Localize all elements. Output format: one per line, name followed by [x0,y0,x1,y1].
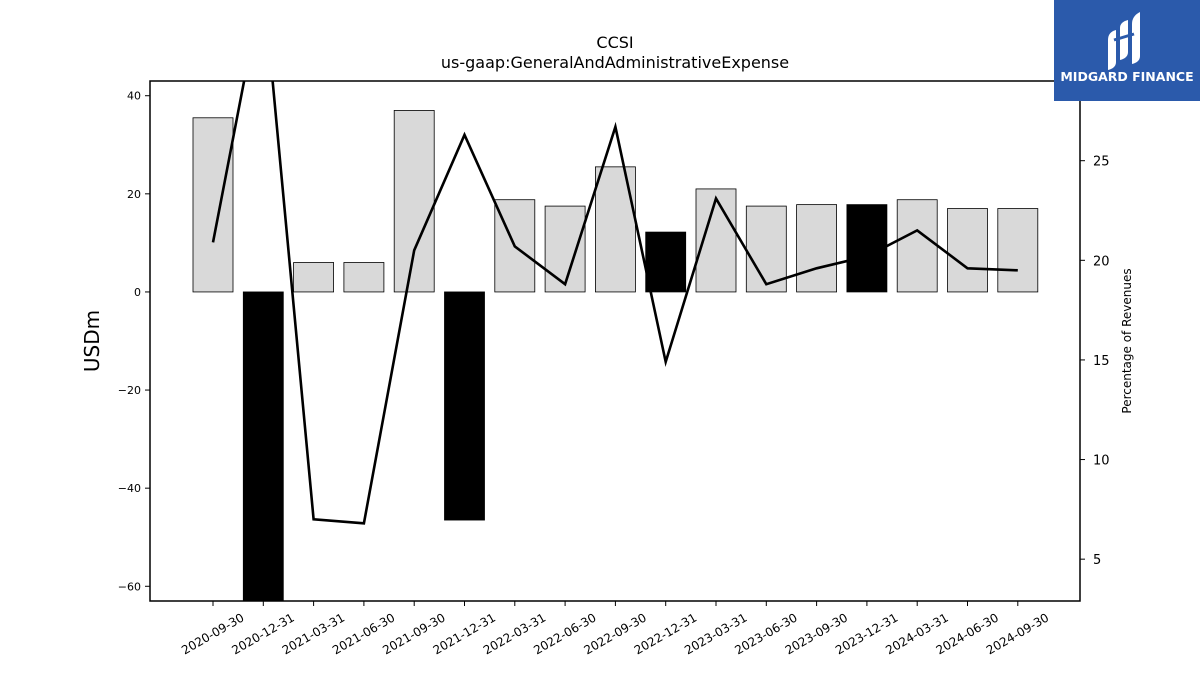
bar-2021-09-30 [393,110,435,293]
logo-text: MIDGARD FINANCE [1060,69,1193,84]
bar-2021-12-31 [444,291,485,521]
percentage-line [211,81,1018,525]
left-tick-label: 20 [127,188,141,201]
y2-axis-label: Percentage of Revenues [1120,268,1134,413]
right-tick-label: 25 [1093,155,1110,170]
logo: MIDGARD FINANCE [1054,0,1200,101]
bar-2022-09-30 [595,166,636,293]
right-axis: 25 20 15 10 5 [1080,155,1110,568]
bar-2024-09-30 [997,208,1039,293]
plot-frame [149,80,1081,602]
line-series [211,81,1018,525]
chart-subtitle: us-gaap:GeneralAndAdministrativeExpense [441,53,789,72]
logo-mark-icon [1108,12,1140,70]
bar-2024-06-30 [947,208,988,293]
left-tick-label: 0 [134,286,141,299]
right-tick-label: 15 [1093,354,1110,369]
bar-2024-03-31 [896,199,938,293]
bar-2020-12-31 [242,291,284,602]
x-axis: 2020-09-302020-12-312021-03-312021-06-30… [179,601,1051,657]
right-tick-label: 20 [1093,254,1110,269]
left-tick-label: −40 [118,482,141,495]
right-tick-label: 5 [1093,553,1101,568]
left-tick-label: 40 [127,90,141,103]
chart-title: CCSI [596,33,633,52]
left-tick-label: −60 [118,580,141,593]
left-axis: 40 20 0 −20 −40 −60 [118,90,150,593]
bar-2023-09-30 [796,204,837,293]
bar-2020-09-30 [192,117,234,293]
bar-2021-06-30 [343,262,385,293]
bar-group [192,110,1039,602]
bar-2021-03-31 [293,262,335,293]
bar-2022-12-31 [645,231,687,293]
bar-2022-06-30 [544,205,586,293]
right-tick-label: 10 [1093,454,1110,469]
left-tick-label: −20 [118,384,141,397]
y-axis-label: USDm [80,310,104,372]
bar-2023-06-30 [745,205,787,293]
